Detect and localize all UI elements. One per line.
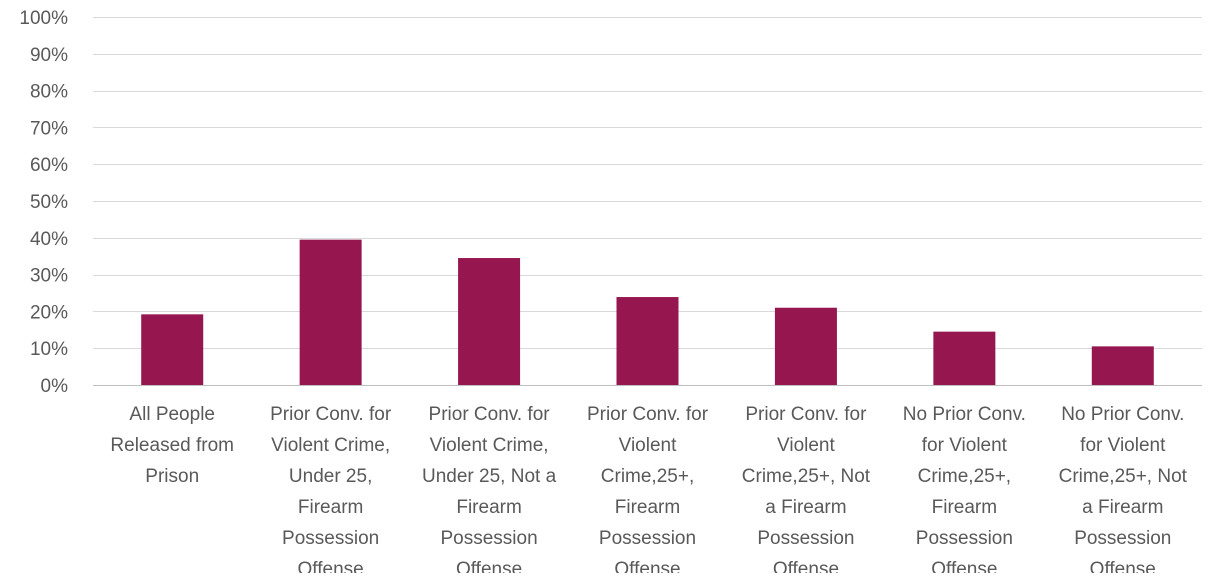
x-category-label: Prior Conv. for Violent Crime, Under 25, Fi… [270,404,392,573]
y-tick-label: 60% [30,155,68,176]
y-axis-ticks: 0% 10% 20% 30% 40% 50% 60% 70% 80% 90% 100% [19,8,68,397]
y-tick-label: 10% [30,339,68,360]
bar [933,331,996,385]
y-tick-label: 30% [30,266,68,287]
y-tick-label: 100% [19,8,68,29]
y-tick-label: 40% [30,229,68,250]
y-tick-label: 20% [30,302,68,323]
x-category-label: No Prior Conv. for Violent Crime,25+, Firea… [903,404,1026,573]
x-category-label: Prior Conv. for Violent Crime,25+, Firearm P… [587,404,709,573]
x-category-label: Prior Conv. for Violent Crime,25+, Not a Fi… [742,404,871,573]
x-category-label: All People Released from Prison [110,404,234,487]
bar [774,307,837,385]
y-tick-label: 90% [30,45,68,66]
bar [141,314,204,385]
x-category-label: No Prior Conv. for Violent Crime,25+, Not a… [1059,404,1188,573]
bars [141,239,1154,385]
x-axis-category-labels: All People Released from Prison Prior Conv.… [110,404,1188,578]
bar [1091,346,1154,385]
y-tick-label: 0% [41,376,69,397]
bar [299,239,362,385]
bar [458,258,521,385]
gridlines [93,17,1202,386]
y-tick-label: 50% [30,192,68,213]
y-tick-label: 80% [30,82,68,103]
x-category-label: Prior Conv. for Violent Crime, Under 25, N… [422,404,557,573]
y-tick-label: 70% [30,118,68,139]
bar [616,297,679,385]
